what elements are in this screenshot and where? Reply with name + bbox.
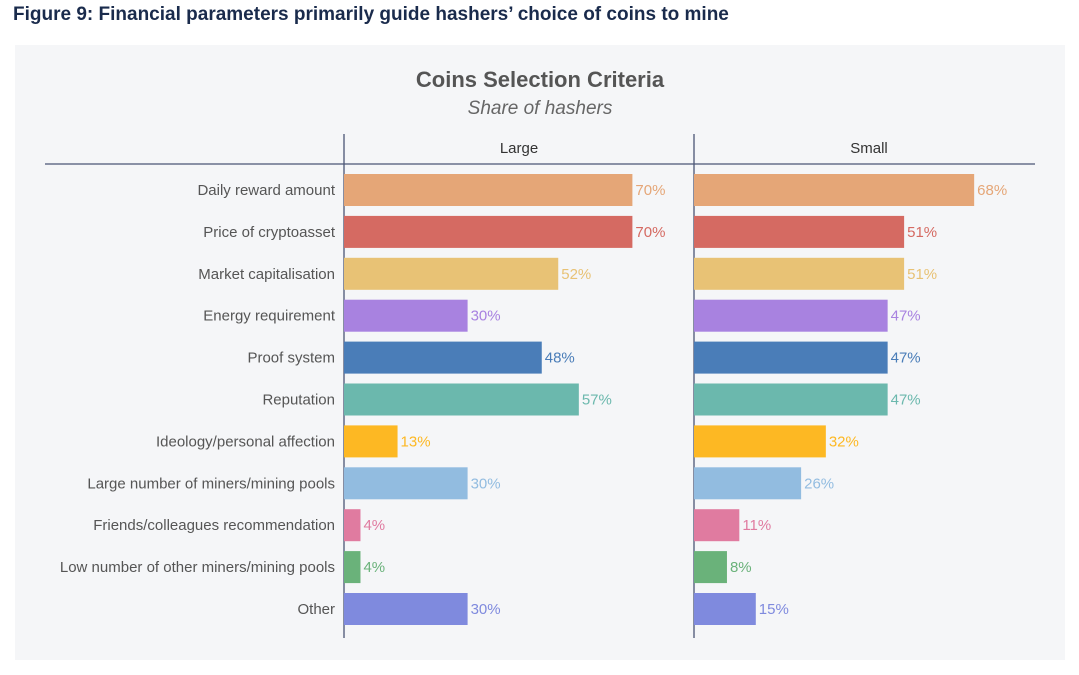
facet-label-large: Large (500, 140, 538, 157)
bar-large (344, 299, 468, 332)
category-label: Other (297, 601, 335, 618)
category-label: Low number of other miners/mining pools (60, 559, 335, 576)
bar-small (694, 299, 888, 332)
bar-small (694, 383, 888, 416)
chart-subtitle: Share of hashers (468, 98, 613, 119)
data-label-small: 47% (891, 392, 921, 409)
bar-large (344, 551, 361, 584)
data-label-small: 11% (742, 517, 771, 534)
bar-small (694, 425, 826, 458)
data-label-large: 57% (582, 392, 612, 409)
chart-title: Coins Selection Criteria (416, 67, 665, 92)
data-label-large: 70% (635, 224, 665, 241)
category-label: Ideology/personal affection (156, 433, 335, 450)
bar-large (344, 593, 468, 625)
data-label-small: 68% (977, 182, 1007, 199)
bar-large (344, 174, 633, 206)
data-label-large: 30% (471, 601, 501, 618)
category-label: Large number of miners/mining pools (87, 475, 335, 492)
data-label-small: 32% (829, 433, 859, 450)
data-label-large: 4% (363, 559, 385, 576)
data-label-large: 70% (635, 182, 665, 199)
data-label-large: 4% (363, 517, 385, 534)
category-label: Energy requirement (203, 308, 336, 325)
facet-label-small: Small (850, 140, 888, 157)
data-label-large: 30% (471, 308, 501, 325)
category-label: Reputation (262, 392, 335, 409)
bar-large (344, 425, 398, 458)
bar-small (694, 341, 888, 374)
bar-small (694, 215, 905, 248)
data-label-large: 13% (401, 433, 431, 450)
bar-small (694, 593, 756, 625)
data-label-small: 51% (907, 266, 937, 283)
bar-large (344, 383, 579, 416)
data-label-large: 48% (545, 350, 575, 367)
category-label: Market capitalisation (198, 266, 335, 283)
category-label: Friends/colleagues recommendation (93, 517, 335, 534)
bar-large (344, 341, 542, 374)
bar-small (694, 509, 740, 542)
bar-large (344, 509, 361, 542)
bar-small (694, 551, 727, 584)
bar-large (344, 257, 559, 290)
bar-large (344, 467, 468, 500)
data-label-small: 15% (759, 601, 789, 618)
bar-small (694, 467, 802, 500)
data-label-small: 26% (804, 475, 834, 492)
bar-small (694, 174, 975, 206)
data-label-large: 30% (471, 475, 501, 492)
data-label-large: 52% (561, 266, 591, 283)
data-label-small: 47% (891, 350, 921, 367)
figure-title: Figure 9: Financial parameters primarily… (13, 4, 729, 25)
data-label-small: 47% (891, 308, 921, 325)
category-label: Daily reward amount (197, 182, 335, 199)
bar-small (694, 257, 905, 290)
data-label-small: 51% (907, 224, 937, 241)
category-label: Proof system (247, 350, 335, 367)
category-label: Price of cryptoasset (203, 224, 336, 241)
data-label-small: 8% (730, 559, 752, 576)
bar-large (344, 215, 633, 248)
